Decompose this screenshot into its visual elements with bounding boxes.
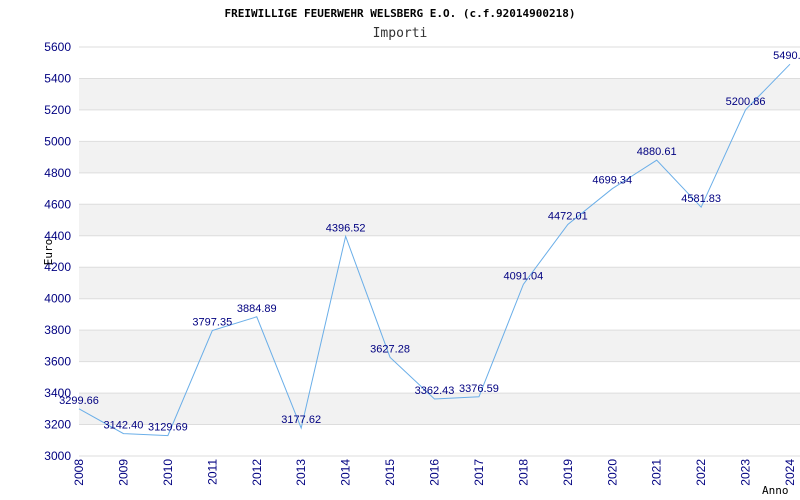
y-axis-label: Euro [42,239,55,266]
data-label: 3797.35 [192,317,232,329]
grid-band [79,204,800,236]
grid-lines [79,46,800,457]
x-tick-label: 2021 [650,459,664,486]
x-tick-label: 2018 [516,459,530,486]
data-label: 4880.61 [637,146,677,158]
data-label: 3376.59 [459,383,499,395]
chart-title: FREIWILLIGE FEUERWEHR WELSBERG E.O. (c.f… [225,7,576,20]
x-tick-label: 2017 [472,459,486,486]
x-tick-label: 2024 [783,459,797,486]
y-tick-label: 3800 [44,323,71,337]
data-label: 4581.83 [681,193,721,205]
data-label: 3177.62 [281,414,321,426]
data-label: 3627.28 [370,343,410,355]
data-label: 4396.52 [326,222,366,234]
grid-band [79,393,800,425]
y-axis-ticks: 3000 3200 3400 3600 3800 4000 4200 4400 4600 4800… [44,40,71,463]
x-tick-label: 2022 [694,459,708,486]
data-label: 3299.66 [59,395,99,407]
x-tick-label: 2012 [250,459,264,486]
series-line [78,63,791,437]
data-label: 3362.43 [415,385,455,397]
x-tick-label: 2010 [161,459,175,486]
data-label: 4091.04 [503,270,543,282]
y-tick-label: 4800 [44,166,71,180]
y-tick-label: 3600 [44,355,71,369]
y-tick-label: 4400 [44,229,71,243]
data-label: 3142.40 [104,420,144,432]
data-label: 3884.89 [237,303,277,315]
y-tick-label: 3000 [44,449,71,463]
y-tick-label: 3200 [44,418,71,432]
y-tick-label: 5200 [44,103,71,117]
y-tick-label: 4200 [44,260,71,274]
grid-band [79,330,800,362]
y-tick-label: 5400 [44,71,71,85]
x-tick-label: 2008 [72,459,86,486]
grid-band [79,267,800,299]
data-label: 4472.01 [548,210,588,222]
chart-subtitle: Importi [373,26,428,41]
data-label: 3129.69 [148,422,188,434]
x-tick-label: 2019 [561,459,575,486]
y-tick-label: 3400 [44,386,71,400]
grid-bands [79,78,800,425]
x-tick-label: 2013 [294,459,308,486]
x-tick-label: 2009 [116,459,130,486]
x-tick-label: 2016 [428,459,442,486]
grid-band [79,141,800,173]
data-label: 4699.34 [592,175,632,187]
x-axis-ticks: 2008 2009 2010 2011 2012 2013 2014 2015 2016 2017… [72,459,797,486]
y-tick-label: 4600 [44,197,71,211]
x-tick-label: 2015 [383,459,397,486]
x-tick-label: 2011 [205,459,219,485]
y-tick-label: 5600 [44,40,71,54]
data-labels: 3299.66 3142.40 3129.69 3797.35 3884.89 3177.… [59,50,800,433]
data-label: 5200.86 [726,96,766,108]
x-axis-label: Anno [762,484,789,497]
x-tick-label: 2014 [339,459,353,486]
y-tick-label: 5000 [44,134,71,148]
x-tick-label: 2023 [739,459,753,486]
grid-band [79,78,800,110]
y-tick-label: 4000 [44,292,71,306]
data-label: 5490.6 [773,50,800,62]
x-tick-label: 2020 [605,459,619,486]
